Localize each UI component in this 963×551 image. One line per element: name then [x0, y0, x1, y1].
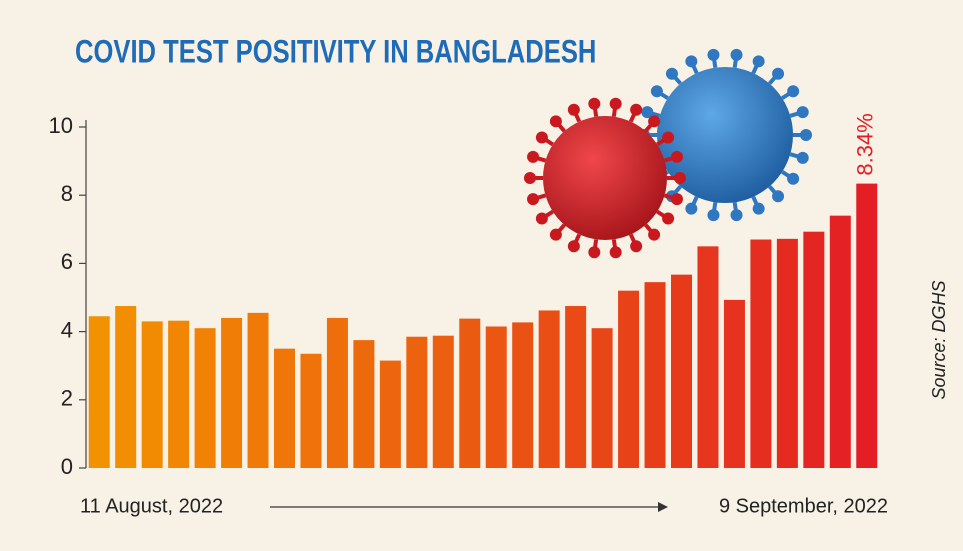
virus-spike-head [549, 115, 562, 128]
bar [326, 317, 348, 468]
y-tick-label: 2 [61, 386, 73, 411]
bar [618, 290, 640, 468]
bar [88, 316, 110, 468]
bar [141, 321, 163, 468]
virus-spike-head [670, 193, 683, 206]
y-tick-label: 6 [61, 249, 73, 274]
virus-illustration [524, 48, 812, 259]
x-tick-label: 9 September, 2022 [719, 495, 888, 517]
virus-spike-head [662, 212, 675, 225]
virus-spike-head [535, 131, 548, 144]
virus-spike-head [665, 67, 678, 80]
bar [644, 282, 666, 468]
virus-spike-head [650, 85, 663, 98]
virus-spike-head [752, 55, 765, 68]
virus-spike-head [787, 85, 800, 98]
bar [538, 310, 560, 468]
value-label: 8.34% [853, 113, 878, 175]
virus-spike-head [800, 129, 812, 141]
bar [406, 336, 428, 468]
bar [697, 246, 719, 468]
bar [379, 360, 401, 468]
virus-spike-head [630, 240, 643, 253]
x-tick-label: 11 August, 2022 [80, 495, 223, 517]
y-tick-label: 0 [61, 454, 73, 479]
chart-title: COVID TEST POSITIVITY IN BANGLADESH [75, 35, 596, 70]
bar [776, 238, 798, 468]
virus-spike-head [772, 67, 785, 80]
virus-body [657, 67, 793, 203]
bar [353, 340, 375, 468]
virus-spike-head [685, 55, 698, 68]
bar [512, 322, 534, 468]
bar [115, 306, 137, 468]
virus-spike-head [752, 202, 765, 215]
virus-spike-head [674, 172, 686, 184]
virus-spike-head [707, 48, 720, 61]
virus-spike-head [662, 131, 675, 144]
virus-spike-head [787, 172, 800, 185]
virus-spike-head [567, 103, 580, 116]
virus-spike-head [609, 246, 622, 259]
virus-spike-head [772, 190, 785, 203]
bar [803, 231, 825, 468]
virus-spike-head [567, 240, 580, 253]
bar [432, 335, 454, 468]
y-tick-label: 8 [61, 181, 73, 206]
bar [168, 320, 190, 468]
virus-spike-head [648, 115, 661, 128]
bar [671, 274, 692, 468]
virus-body [543, 116, 667, 240]
bar [829, 215, 851, 468]
date-arrowhead [658, 502, 668, 512]
virus-spike-head [527, 193, 540, 206]
virus-spike-head [588, 97, 601, 110]
bar [485, 326, 507, 468]
virus-spike-head [796, 151, 809, 164]
virus-spike-head [527, 150, 540, 163]
bar [565, 306, 587, 468]
source: Source: DGHS [929, 280, 949, 399]
virus-spike-head [730, 209, 743, 222]
bar [750, 239, 772, 468]
bar [591, 328, 613, 468]
bar [221, 317, 243, 468]
bar [723, 299, 745, 468]
virus-spike-head [524, 172, 536, 184]
bar [194, 328, 216, 468]
virus-spike-head [648, 228, 661, 241]
bar [856, 183, 878, 468]
virus-spike-head [707, 209, 720, 222]
virus-spike-head [535, 212, 548, 225]
bar [274, 348, 295, 468]
virus-spike-head [549, 228, 562, 241]
bar [300, 353, 322, 468]
virus-spike-head [730, 48, 743, 61]
virus-spike-head [641, 106, 654, 119]
virus-spike-head [609, 97, 622, 110]
virus-spike-head [796, 106, 809, 119]
virus-spike-head [685, 202, 698, 215]
virus-spike-head [630, 103, 643, 116]
bar [247, 312, 269, 468]
virus-spike-head [588, 246, 601, 259]
bar [459, 318, 481, 468]
virus-spike-head [670, 150, 683, 163]
y-tick-label: 4 [61, 317, 73, 342]
y-tick-label: 10 [49, 113, 73, 138]
